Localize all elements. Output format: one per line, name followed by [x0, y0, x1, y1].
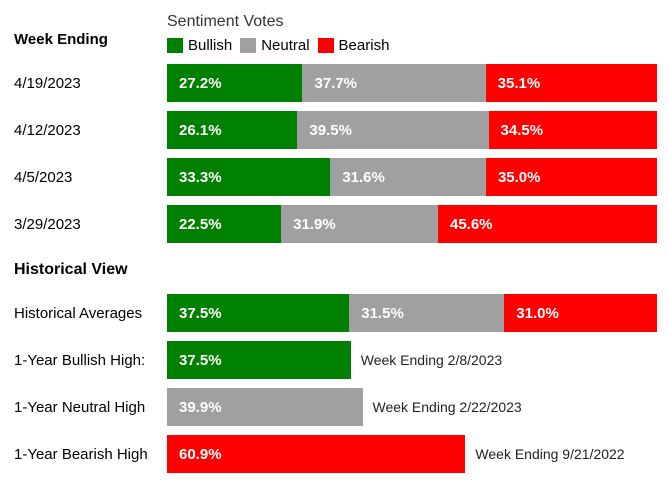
bar-segment-neutral: 37.7% [302, 64, 486, 102]
segment-value-label: 33.3% [179, 168, 222, 186]
bar-segment-bullish: 37.5% [167, 294, 350, 332]
chart-row: 4/19/2023 27.2% 37.7% 35.1% [0, 64, 669, 102]
legend: Bullish Neutral Bearish [167, 37, 669, 54]
chart-header: Sentiment Votes Bullish Neutral Bearish [167, 0, 669, 54]
bar-track: 27.2% 37.7% 35.1% [167, 64, 657, 102]
legend-item-bullish: Bullish [167, 37, 240, 54]
row-label: 1-Year Bullish High: [14, 351, 146, 369]
legend-label: Neutral [261, 37, 310, 54]
week-date-label: 3/29/2023 [14, 215, 81, 233]
neutral-swatch-icon [240, 38, 257, 53]
bar-track: 33.3% 31.6% 35.0% [167, 158, 657, 196]
segment-value-label: 39.5% [309, 121, 352, 139]
bar-segment-bearish: 35.0% [485, 158, 657, 196]
segment-value-label: 39.9% [179, 398, 222, 416]
week-ending-annotation: Week Ending 2/8/2023 [360, 352, 503, 368]
legend-label: Bearish [338, 37, 390, 54]
row-label: Historical Averages [14, 304, 143, 322]
bar-segment-neutral: 31.5% [349, 294, 505, 332]
segment-value-label: 27.2% [179, 74, 222, 92]
bar-segment-neutral: 31.6% [330, 158, 486, 196]
bar-segment-bullish: 27.2% [167, 64, 303, 102]
legend-item-bearish: Bearish [317, 37, 398, 54]
segment-value-label: 37.5% [179, 304, 222, 322]
segment-value-label: 34.5% [500, 121, 544, 139]
chart-row: 4/12/2023 26.1% 39.5% 34.5% [0, 111, 669, 149]
weekly-rows: 4/19/2023 27.2% 37.7% 35.1% 4/12/2023 26.1% 39… [0, 64, 669, 243]
historical-rows: Historical Averages 37.5% 31.5% 31.0% 1-Year… [0, 294, 669, 473]
row-label: 1-Year Bearish High [14, 445, 148, 463]
segment-value-label: 22.5% [179, 215, 222, 233]
week-date-label: 4/19/2023 [14, 74, 81, 92]
week-ending-header: Week Ending [14, 31, 108, 48]
week-ending-annotation: Week Ending 2/22/2023 [372, 399, 522, 415]
bar-segment-bearish: 31.0% [504, 294, 657, 332]
historical-view-header: Historical View [14, 261, 128, 278]
bar-segment-neutral: 39.5% [297, 111, 489, 149]
bar-segment-bullish: 37.5% [167, 341, 351, 379]
bullish-swatch-icon [167, 38, 183, 53]
week-ending-annotation: Week Ending 9/21/2022 [475, 446, 625, 462]
row-label: 1-Year Neutral High [14, 398, 146, 416]
segment-value-label: 31.0% [516, 304, 559, 322]
segment-value-label: 37.5% [179, 351, 222, 369]
bar-segment-bullish: 22.5% [167, 205, 282, 243]
segment-value-label: 26.1% [179, 121, 222, 139]
segment-value-label: 35.0% [497, 168, 541, 186]
bar-track: 22.5% 31.9% 45.6% [167, 205, 658, 243]
week-date-label: 4/5/2023 [14, 168, 73, 186]
segment-value-label: 31.5% [361, 304, 404, 322]
chart-title: Sentiment Votes [167, 13, 284, 30]
chart-row: 1-Year Neutral High 39.9% Week Ending 2/22… [0, 388, 669, 426]
bar-track: 26.1% 39.5% 34.5% [167, 111, 657, 149]
bearish-swatch-icon [317, 38, 334, 53]
week-date-label: 4/12/2023 [14, 121, 81, 139]
bar-segment-bearish: 60.9% [167, 435, 466, 473]
bar-segment-bearish: 34.5% [488, 111, 657, 149]
bar-segment-neutral: 31.9% [281, 205, 438, 243]
bar-track: 37.5% 31.5% 31.0% [167, 294, 657, 332]
segment-value-label: 31.9% [293, 215, 336, 233]
bar-segment-bearish: 35.1% [485, 64, 657, 102]
bar-segment-bearish: 45.6% [437, 205, 658, 243]
legend-label: Bullish [188, 37, 233, 54]
segment-value-label: 37.7% [314, 74, 358, 92]
segment-value-label: 45.6% [449, 215, 493, 233]
bar-segment-bullish: 26.1% [167, 111, 298, 149]
bar-segment-neutral: 39.9% [167, 388, 363, 426]
chart-row: 3/29/2023 22.5% 31.9% 45.6% [0, 205, 669, 243]
segment-value-label: 35.1% [497, 74, 541, 92]
chart-row: 1-Year Bearish High 60.9% Week Ending 9/21… [0, 435, 669, 473]
bar-segment-bullish: 33.3% [167, 158, 331, 196]
segment-value-label: 60.9% [179, 445, 222, 463]
chart-row: 1-Year Bullish High: 37.5% Week Ending 2/8… [0, 341, 669, 379]
chart-row: 4/5/2023 33.3% 31.6% 35.0% [0, 158, 669, 196]
chart-row: Historical Averages 37.5% 31.5% 31.0% [0, 294, 669, 332]
segment-value-label: 31.6% [342, 168, 385, 186]
legend-item-neutral: Neutral [240, 37, 317, 54]
